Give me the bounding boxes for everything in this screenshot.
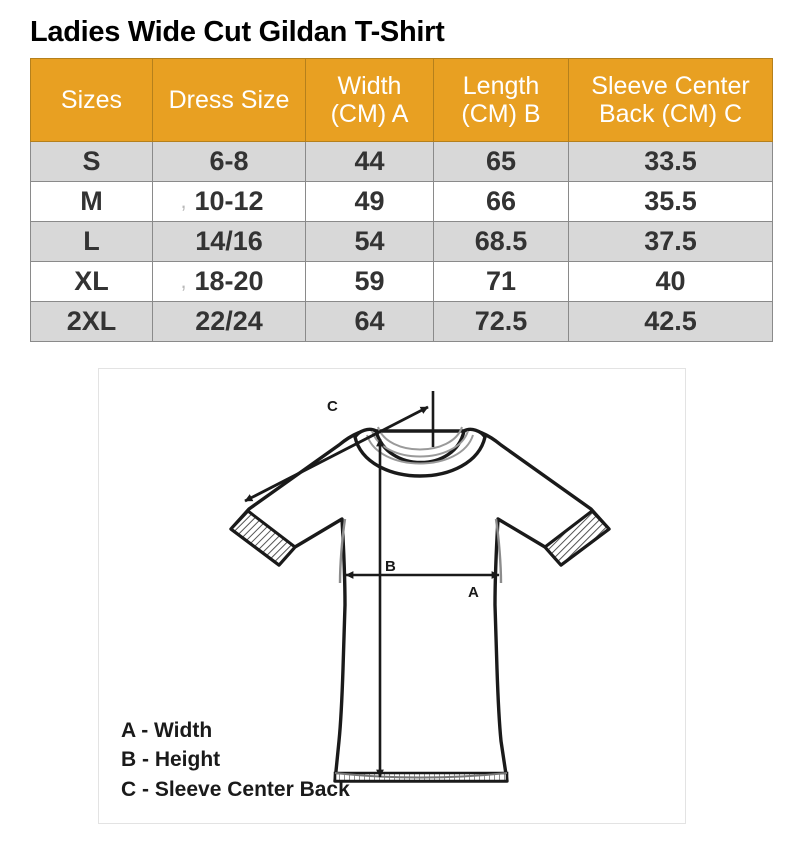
cell-size: M <box>30 181 153 222</box>
cell-sleeve: 33.5 <box>568 141 773 182</box>
table-row: XL 18-20 59 71 40 <box>30 261 773 302</box>
table-row: 2XL 22/24 64 72.5 42.5 <box>30 301 773 342</box>
legend-item-c: C - Sleeve Center Back <box>121 778 350 802</box>
cell-sleeve: 37.5 <box>568 221 773 262</box>
table-row: S 6-8 44 65 33.5 <box>30 141 773 182</box>
cell-width: 54 <box>305 221 434 262</box>
cell-length: 65 <box>433 141 569 182</box>
column-header-width: Width (CM) A <box>305 58 434 142</box>
column-header-sleeve-line1: Sleeve Center <box>591 72 750 100</box>
cell-dress-size: 14/16 <box>152 221 306 262</box>
cell-dress-size: 10-12 <box>152 181 306 222</box>
column-header-length: Length (CM) B <box>433 58 569 142</box>
column-header-dress-size-line1: Dress Size <box>168 86 290 114</box>
column-header-sleeve-line2: Back (CM) C <box>598 100 743 128</box>
cell-size: XL <box>30 261 153 302</box>
legend-item-b: B - Height <box>121 748 221 772</box>
column-header-width-line1: Width <box>337 72 402 100</box>
column-header-sizes-line1: Sizes <box>60 86 123 114</box>
cell-length: 71 <box>433 261 569 302</box>
column-header-width-line2: (CM) A <box>330 100 409 128</box>
cell-length: 72.5 <box>433 301 569 342</box>
column-header-length-line1: Length <box>462 72 540 100</box>
cell-dress-size: 22/24 <box>152 301 306 342</box>
cell-dress-size-value: 10-12 <box>180 188 263 215</box>
size-chart-table: Sizes Dress Size Width (CM) A Length (CM… <box>30 58 773 342</box>
cell-dress-size: 18-20 <box>152 261 306 302</box>
column-header-sleeve-center-back: Sleeve Center Back (CM) C <box>568 58 773 142</box>
cell-sleeve: 42.5 <box>568 301 773 342</box>
cell-width: 49 <box>305 181 434 222</box>
cell-size: S <box>30 141 153 182</box>
legend-item-a: A - Width <box>121 718 213 742</box>
column-header-sizes: Sizes <box>30 58 153 142</box>
measure-label-a: A <box>468 584 479 601</box>
cell-length: 68.5 <box>433 221 569 262</box>
cell-width: 64 <box>305 301 434 342</box>
cell-dress-size: 6-8 <box>152 141 306 182</box>
cell-sleeve: 35.5 <box>568 181 773 222</box>
cell-width: 59 <box>305 261 434 302</box>
page-title: Ladies Wide Cut Gildan T-Shirt <box>30 16 445 48</box>
measurement-diagram-panel: C B A A - Width B - Height C - Sleeve Ce… <box>98 368 686 824</box>
cell-sleeve: 40 <box>568 261 773 302</box>
cell-size: L <box>30 221 153 262</box>
measure-label-b: B <box>385 558 396 575</box>
measurement-legend: A - Width B - Height C - Sleeve Center B… <box>121 716 350 805</box>
table-row: L 14/16 54 68.5 37.5 <box>30 221 773 262</box>
cell-dress-size-value: 6-8 <box>209 146 249 176</box>
table-header-row: Sizes Dress Size Width (CM) A Length (CM… <box>30 58 773 142</box>
measure-label-c: C <box>327 398 338 415</box>
measure-c-arrow <box>244 391 435 503</box>
column-header-dress-size: Dress Size <box>152 58 306 142</box>
column-header-length-line2: (CM) B <box>461 100 541 128</box>
cell-dress-size-value: 14/16 <box>195 226 263 256</box>
cell-width: 44 <box>305 141 434 182</box>
tshirt-diagram-icon: C B A <box>229 391 611 783</box>
table-row: M 10-12 49 66 35.5 <box>30 181 773 222</box>
cell-length: 66 <box>433 181 569 222</box>
cell-dress-size-value: 18-20 <box>180 268 263 295</box>
cell-dress-size-value: 22/24 <box>195 306 263 336</box>
cell-size: 2XL <box>30 301 153 342</box>
